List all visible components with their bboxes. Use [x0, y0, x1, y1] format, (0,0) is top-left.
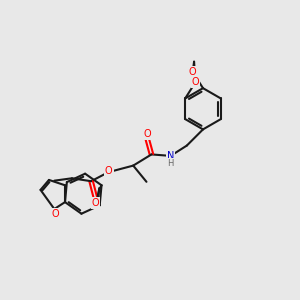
- Text: H: H: [167, 159, 174, 168]
- Text: O: O: [92, 198, 99, 208]
- Text: N: N: [167, 151, 174, 161]
- Text: O: O: [192, 77, 199, 87]
- Text: O: O: [143, 129, 151, 139]
- Text: O: O: [105, 166, 112, 176]
- Text: O: O: [52, 209, 60, 219]
- Text: O: O: [189, 67, 196, 77]
